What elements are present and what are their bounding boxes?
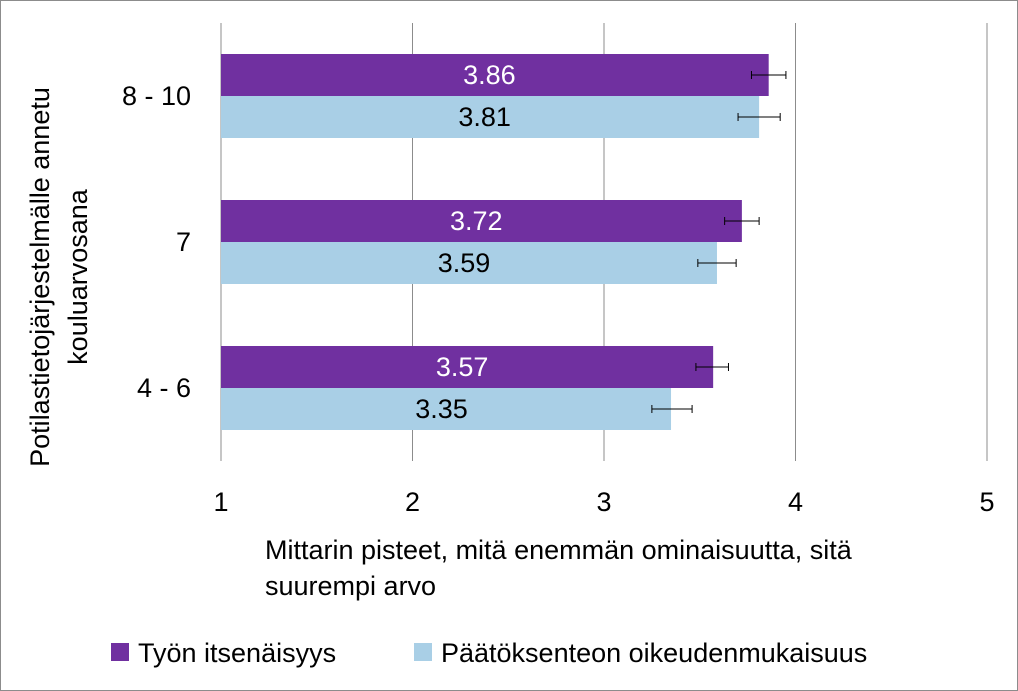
data-label: 3.35 — [415, 394, 468, 424]
x-tick-label: 4 — [788, 487, 803, 517]
data-label: 3.59 — [438, 248, 491, 278]
x-axis-title: Mittarin pisteet, mitä enemmän ominaisuu… — [265, 535, 853, 565]
bar — [221, 54, 769, 96]
x-tick-label: 3 — [596, 487, 611, 517]
data-labels: 3.86 3.81 3.72 3.59 3.57 3.35 — [415, 60, 515, 424]
y-axis-title: Potilastietojärjestelmälle annetu kouluar… — [25, 87, 93, 467]
bar — [221, 346, 714, 388]
legend-label: Työn itsenäisyys — [138, 638, 336, 668]
y-axis-title-line: Potilastietojärjestelmälle annetu — [25, 87, 55, 467]
x-axis-title: suurempi arvo — [265, 571, 436, 601]
x-tick-label: 2 — [405, 487, 420, 517]
y-axis-title-line: kouluarvosana — [63, 188, 93, 365]
legend-swatch — [111, 643, 129, 661]
legend-label: Päätöksenteon oikeudenmukaisuus — [441, 638, 867, 668]
bar — [221, 96, 760, 138]
y-tick-label: 4 - 6 — [137, 373, 191, 403]
data-label: 3.86 — [463, 60, 516, 90]
x-tick-label: 5 — [979, 487, 994, 517]
bars — [221, 54, 769, 430]
axis-labels: 1 2 3 4 5 8 - 10 7 4 - 6 Mittarin pisteet, mitä … — [25, 81, 995, 601]
legend: Työn itsenäisyys Päätöksenteon oikeudenmu… — [111, 638, 867, 668]
error-bars — [651, 71, 787, 413]
bar — [221, 242, 717, 284]
legend-swatch — [414, 643, 432, 661]
y-tick-label: 7 — [176, 227, 191, 257]
bar — [221, 200, 742, 242]
data-label: 3.72 — [450, 206, 503, 236]
bar — [221, 388, 672, 430]
data-label: 3.57 — [436, 352, 489, 382]
x-tick-label: 1 — [213, 487, 228, 517]
y-tick-label: 8 - 10 — [122, 81, 191, 111]
data-label: 3.81 — [458, 102, 511, 132]
